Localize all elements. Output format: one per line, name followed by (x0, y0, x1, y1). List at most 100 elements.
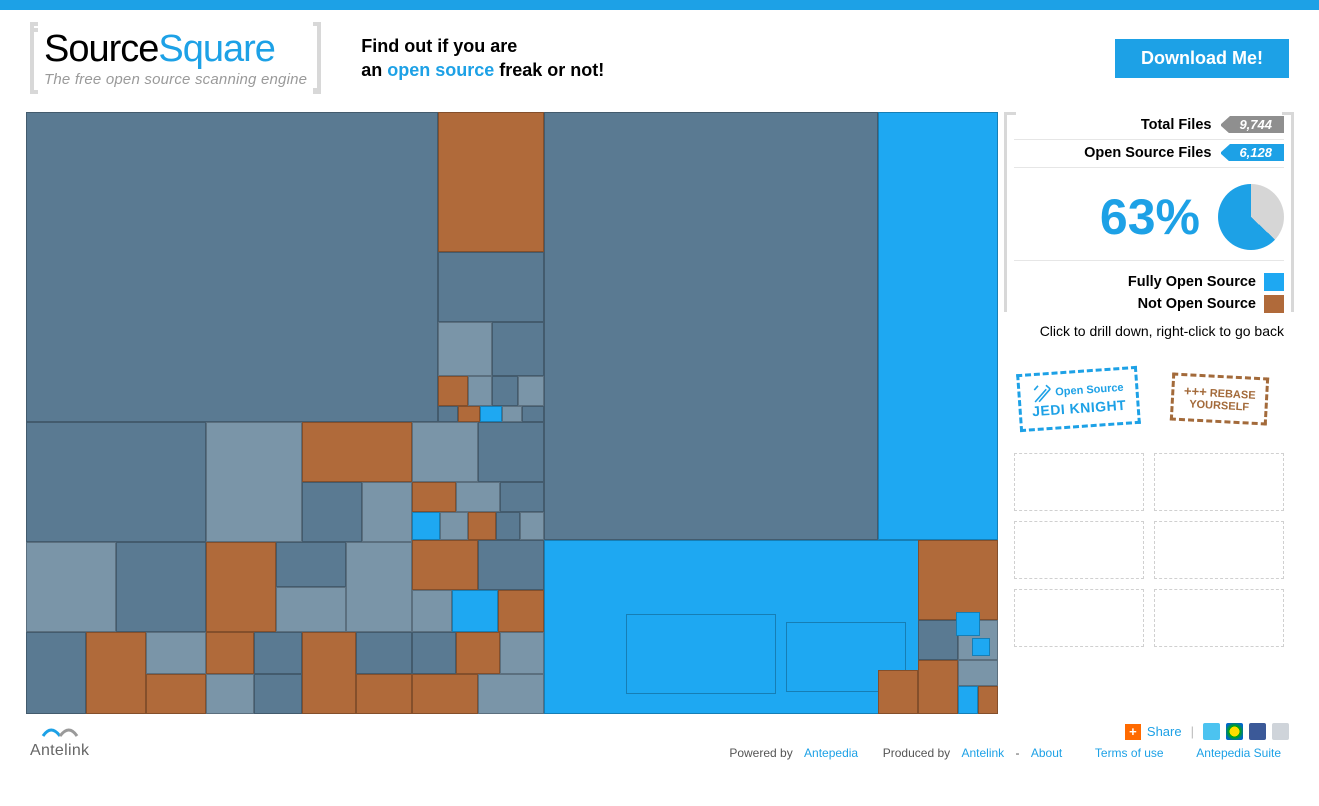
treemap-cell[interactable] (438, 406, 458, 422)
treemap-cell[interactable] (502, 406, 522, 422)
treemap-cell[interactable] (146, 674, 206, 714)
treemap-cell[interactable] (918, 540, 998, 620)
treemap-cell[interactable] (116, 542, 206, 632)
treemap-cell[interactable] (438, 252, 544, 322)
treemap-cell[interactable] (206, 542, 276, 632)
twitter-icon[interactable] (1203, 723, 1220, 740)
badge-stamps: Open SourceJEDI KNIGHT +++ REBASEYOURSEL… (1014, 359, 1284, 439)
treemap-cell[interactable] (626, 614, 776, 694)
link-antepedia[interactable]: Antepedia (804, 746, 858, 760)
treemap-cell[interactable] (522, 406, 544, 422)
treemap-cell[interactable] (438, 376, 468, 406)
badge-slot (1154, 453, 1284, 511)
legend: Fully Open Source Not Open Source (1014, 261, 1284, 319)
treemap-cell[interactable] (500, 482, 544, 512)
treemap-cell[interactable] (958, 660, 998, 686)
treemap-cell[interactable] (956, 612, 980, 636)
treemap-cell[interactable] (412, 482, 456, 512)
treemap-cell[interactable] (412, 512, 440, 540)
treemap-cell[interactable] (302, 632, 356, 714)
top-accent-bar (0, 0, 1319, 10)
facebook-icon[interactable] (1249, 723, 1266, 740)
link-terms[interactable]: Terms of use (1095, 746, 1164, 760)
legend-not: Not Open Source (1014, 293, 1284, 315)
treemap-cell[interactable] (972, 638, 990, 656)
treemap-cell[interactable] (302, 482, 362, 542)
treemap-cell[interactable] (878, 670, 918, 714)
treemap-cell[interactable] (440, 512, 468, 540)
treemap-cell[interactable] (498, 590, 544, 632)
treemap-cell[interactable] (26, 632, 86, 714)
treemap-cell[interactable] (254, 674, 302, 714)
treemap-cell[interactable] (276, 542, 346, 587)
badge-slot (1014, 589, 1144, 647)
treemap-cell[interactable] (480, 406, 502, 422)
treemap-chart[interactable] (26, 112, 998, 714)
tagline: Find out if you are an open source freak… (361, 34, 604, 83)
treemap-cell[interactable] (346, 542, 412, 632)
badge-slot (1154, 589, 1284, 647)
share-link[interactable]: Share (1147, 724, 1182, 739)
antelink-logo[interactable]: Antelink (30, 722, 89, 760)
globe-icon[interactable] (1226, 723, 1243, 740)
antelink-name: Antelink (30, 742, 89, 760)
treemap-cell[interactable] (438, 112, 544, 252)
treemap-cell[interactable] (206, 632, 254, 674)
treemap-cell[interactable] (412, 674, 478, 714)
treemap-cell[interactable] (544, 112, 878, 540)
treemap-cell[interactable] (468, 376, 492, 406)
treemap-cell[interactable] (276, 587, 346, 632)
treemap-cell[interactable] (878, 112, 998, 540)
share-plus-icon[interactable]: + (1125, 724, 1141, 740)
treemap-cell[interactable] (500, 632, 544, 674)
treemap-cell[interactable] (26, 542, 116, 632)
logo[interactable]: SourceSquare The free open source scanni… (30, 22, 321, 94)
treemap-cell[interactable] (302, 422, 412, 482)
share-row: + Share | (1125, 723, 1289, 740)
mail-icon[interactable] (1272, 723, 1289, 740)
treemap-cell[interactable] (478, 674, 544, 714)
stat-label: Open Source Files (1084, 145, 1211, 161)
treemap-cell[interactable] (518, 376, 544, 406)
treemap-cell[interactable] (918, 620, 958, 660)
treemap-cell[interactable] (496, 512, 520, 540)
treemap-cell[interactable] (468, 512, 496, 540)
treemap-cell[interactable] (456, 632, 500, 674)
treemap-cell[interactable] (412, 540, 478, 590)
link-antelink[interactable]: Antelink (961, 746, 1004, 760)
treemap-cell[interactable] (362, 482, 412, 542)
treemap-cell[interactable] (86, 632, 146, 714)
treemap-cell[interactable] (206, 422, 302, 542)
treemap-cell[interactable] (958, 686, 978, 714)
treemap-cell[interactable] (478, 540, 544, 590)
treemap-cell[interactable] (206, 674, 254, 714)
treemap-cell[interactable] (458, 406, 480, 422)
treemap-cell[interactable] (492, 376, 518, 406)
treemap-cell[interactable] (356, 674, 412, 714)
treemap-hint: Click to drill down, right-click to go b… (1014, 319, 1284, 349)
footer-links: Powered by Antepedia Produced by Antelin… (729, 746, 1289, 760)
treemap-cell[interactable] (146, 632, 206, 674)
treemap-cell[interactable] (412, 632, 456, 674)
treemap-cell[interactable] (254, 632, 302, 674)
treemap-cell[interactable] (918, 660, 958, 714)
treemap-cell[interactable] (452, 590, 498, 632)
treemap-cell[interactable] (26, 422, 206, 542)
treemap-cell[interactable] (356, 632, 412, 674)
badge-slot (1014, 453, 1144, 511)
treemap-cell[interactable] (412, 590, 452, 632)
badge-slot (1014, 521, 1144, 579)
link-suite[interactable]: Antepedia Suite (1196, 746, 1281, 760)
stamp-jedi: Open SourceJEDI KNIGHT (1011, 355, 1145, 444)
treemap-cell[interactable] (492, 322, 544, 376)
download-button[interactable]: Download Me! (1115, 39, 1289, 78)
treemap-cell[interactable] (456, 482, 500, 512)
treemap-cell[interactable] (26, 112, 438, 422)
treemap-cell[interactable] (520, 512, 544, 540)
stat-value-badge: 9,744 (1221, 116, 1284, 133)
treemap-cell[interactable] (978, 686, 998, 714)
link-about[interactable]: About (1031, 746, 1062, 760)
treemap-cell[interactable] (478, 422, 544, 482)
treemap-cell[interactable] (412, 422, 478, 482)
treemap-cell[interactable] (438, 322, 492, 376)
